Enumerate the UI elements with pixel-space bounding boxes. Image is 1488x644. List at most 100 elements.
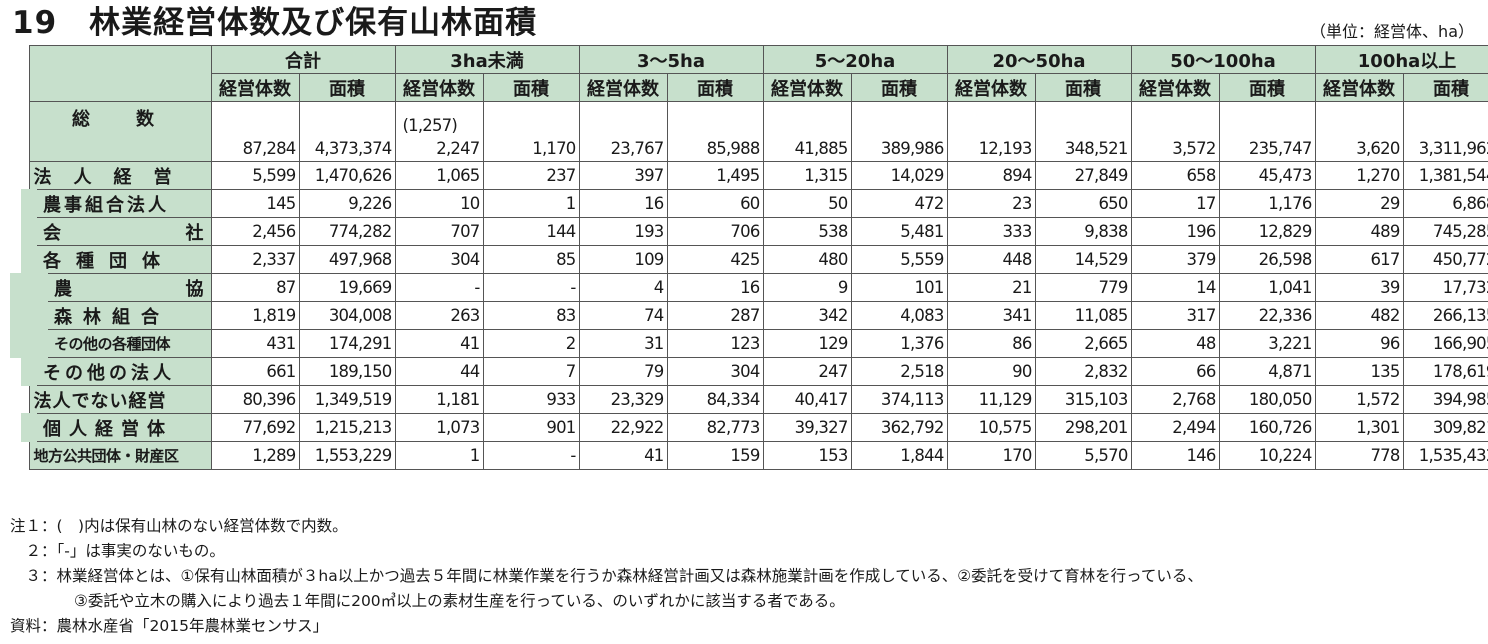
cell: 86 [946,329,1036,358]
cell: 707 [394,217,484,246]
cell: 298,201 [1034,413,1132,442]
subheader-count: 経営体数 [394,73,484,102]
cell: - [394,273,484,302]
cell: 1,301 [1314,413,1404,442]
subheader-count: 経営体数 [210,73,300,102]
cell: 1,553,229 [298,441,396,470]
cell: 309,821 [1402,413,1488,442]
group-header: 3～5ha [578,45,764,74]
cell: 9 [762,273,852,302]
group-header: 合計 [210,45,396,74]
cell: 3,572 [1130,101,1220,162]
cell: 9,226 [298,189,396,218]
cell: 894 [946,161,1036,190]
cell: 480 [762,245,852,274]
cell: 39,327 [762,413,852,442]
cell: 2,518 [850,357,948,386]
cell: 472 [850,189,948,218]
cell: 617 [1314,245,1404,274]
cell: 16 [578,189,668,218]
cell: 389,986 [850,101,948,162]
cell: 48 [1130,329,1220,358]
cell: 144 [482,217,580,246]
cell: 123 [666,329,764,358]
cell: 4,373,374 [298,101,396,162]
cell: 650 [1034,189,1132,218]
cell: 174,291 [298,329,396,358]
cell: 153 [762,441,852,470]
subheader-area: 面積 [298,73,396,102]
cell: 16 [666,273,764,302]
cell: 2,494 [1130,413,1220,442]
cell: 1,819 [210,301,300,330]
subheader-count: 経営体数 [762,73,852,102]
cell: 5,599 [210,161,300,190]
cell: 90 [946,357,1036,386]
subheader-area: 面積 [1034,73,1132,102]
cell: 39 [1314,273,1404,302]
cell: 2,832 [1034,357,1132,386]
cell: 304,008 [298,301,396,330]
cell: 14 [1130,273,1220,302]
cell: 145 [210,189,300,218]
note-2: ２：「-」は事実のないもの。 [10,542,225,560]
cell: 170 [946,441,1036,470]
header: 19 林業経営体数及び保有山林面積 （単位：経営体、ha） [10,4,1478,42]
cell: 1,844 [850,441,948,470]
row-label-total: 総 数 [28,101,212,162]
cell: - [482,273,580,302]
cell: 19,669 [298,273,396,302]
row-label: 農事組合法人 [21,189,212,218]
note-3-continued: ③委託や立木の購入により過去１年間に200㎥以上の素材生産を行っている、のいずれ… [74,592,845,610]
cell: 287 [666,301,764,330]
cell: 1,073 [394,413,484,442]
cell: 348,521 [1034,101,1132,162]
cell: 4,871 [1218,357,1316,386]
cell: 901 [482,413,580,442]
cell: 237 [482,161,580,190]
row-label-part: 協 [185,278,204,300]
cell: - [482,441,580,470]
cell: 2,337 [210,245,300,274]
cell: 1 [394,441,484,470]
cell: 9,838 [1034,217,1132,246]
cell: 1,170 [482,101,580,162]
cell: 450,772 [1402,245,1488,274]
cell-with-note: (1,257) 2,247 [394,101,484,162]
table-row: 法人経営 5,599 1,470,626 1,065 237 397 1,495 1,315… [28,161,1488,190]
cell: 85 [482,245,580,274]
cell: 1,065 [394,161,484,190]
cell: 1,181 [394,385,484,414]
row-label: 森林組合 [10,301,212,330]
cell: 315,103 [1034,385,1132,414]
cell: 159 [666,441,764,470]
cell-value: 2,247 [436,139,480,158]
group-header: 20～50ha [946,45,1132,74]
table-row: 法人でない経営 80,396 1,349,519 1,181 933 23,329 84,… [28,385,1488,414]
cell: 774,282 [298,217,396,246]
subheader-row: 経営体数 面積 経営体数 面積 経営体数 面積 経営体数 面積 経営体数 面積 … [29,73,1488,102]
cell: 74 [578,301,668,330]
cell: 397 [578,161,668,190]
cell: 497,968 [298,245,396,274]
cell: 14,529 [1034,245,1132,274]
table-row: 各種団体 2,337 497,968 304 85 109 425 480 5,559 448 1… [21,245,1488,274]
table-row: 農 協 87 19,669- -4 16 9 101 21 779 14 1,041 39 17,73… [10,273,1488,302]
cell: 66 [1130,357,1220,386]
cell: 84,334 [666,385,764,414]
cell: 1,572 [1314,385,1404,414]
subheader-count: 経営体数 [946,73,1036,102]
cell: 22,922 [578,413,668,442]
cell: 17 [1130,189,1220,218]
cell: 263 [394,301,484,330]
cell: 21 [946,273,1036,302]
cell: 266,135 [1402,301,1488,330]
cell: 1,041 [1218,273,1316,302]
cell: 45,473 [1218,161,1316,190]
cell: 4,083 [850,301,948,330]
cell: 17,732 [1402,273,1488,302]
table-row: 森林組合 1,819 304,008 263 83 74 287 342 4,083 341 11… [10,301,1488,330]
cell: 1,381,544 [1402,161,1488,190]
table-row: 個人経営体 77,692 1,215,213 1,073 901 22,922 82,77… [21,413,1488,442]
cell: 3,311,962 [1402,101,1488,162]
